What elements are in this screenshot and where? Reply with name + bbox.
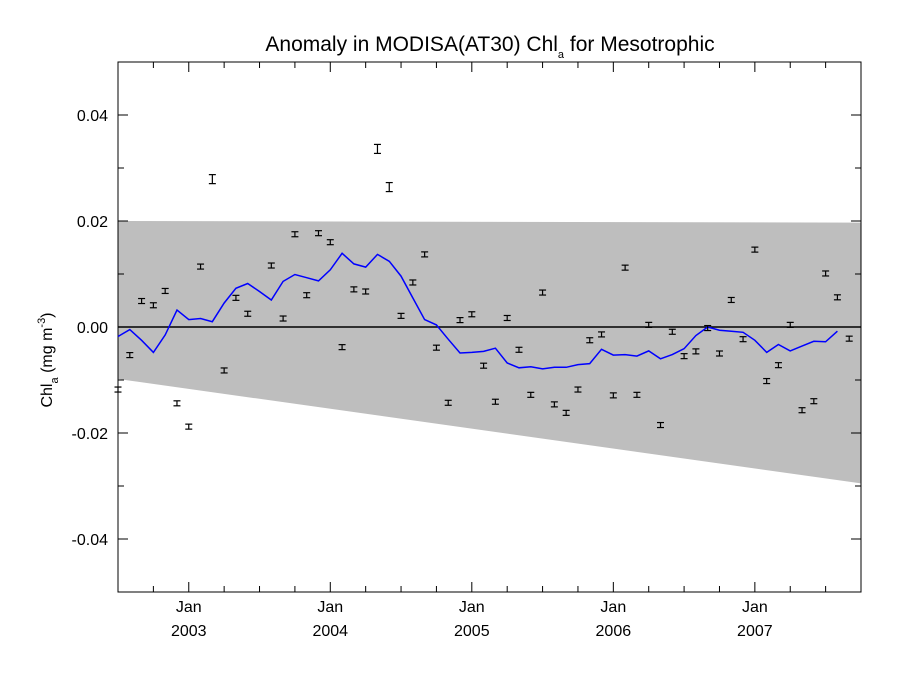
data-point [114,386,122,393]
x-tick-month-label: Jan [600,599,626,616]
y-axis-label-unit: (mg m [39,328,56,378]
x-tick-year-label: 2007 [737,623,773,640]
data-point [621,264,629,271]
x-tick-year-label: 2006 [596,623,632,640]
data-point [314,230,322,237]
chart-title-subscript: a [558,49,565,61]
data-point [727,296,735,304]
data-point [798,407,806,414]
axes-layer [117,61,862,593]
data-point [267,262,275,269]
data-point [291,231,299,238]
x-tick-month-label: Jan [459,599,485,616]
data-point [774,362,782,369]
data-point [409,279,417,286]
data-point [763,377,771,385]
y-axis-label-main: Chl [39,384,56,408]
data-point [173,400,181,407]
data-point [373,143,381,155]
data-point [810,398,818,405]
data-point [539,289,547,296]
data-point [668,328,676,335]
chart-title-main: Anomaly in MODISA(AT30) Chl [265,33,558,56]
data-point [208,174,216,185]
x-tick-month-label: Jan [742,599,768,616]
data-point [680,353,688,360]
data-point [480,362,488,369]
data-point [444,399,452,406]
data-point [468,311,476,318]
data-point [232,294,240,301]
data-point [609,392,617,399]
data-point [138,297,146,305]
data-point [220,367,228,374]
data-point [432,344,440,351]
smoothed-line-layer [117,252,838,370]
chart-title-suffix: for Mesotrophic [564,33,715,56]
data-point [751,246,759,253]
data-point [421,251,429,258]
data-point [279,315,287,322]
data-point [645,321,653,328]
y-axis-label-subscript: a [49,377,61,384]
data-point [491,398,499,405]
x-tick-month-label: Jan [317,599,343,616]
shaded-band-layer [118,221,861,484]
data-point [845,335,853,342]
y-tick-label: -0.04 [72,532,109,549]
data-point [657,421,665,429]
y-axis-label-close: ) [39,312,56,317]
y-axis-label-superscript: -3 [36,318,48,328]
data-point [704,324,712,332]
data-point [786,321,794,328]
tick-labels-layer: 0.04 0.02 0.00 -0.02 -0.04 Jan 2003 Jan 2004 Jan 2… [72,108,773,640]
data-point [338,344,346,351]
data-point [385,181,393,193]
y-tick-label: -0.02 [72,426,109,443]
y-tick-label: 0.02 [77,214,108,231]
y-axis-label: Chla (mg m-3) [36,312,61,407]
data-point [550,401,558,408]
data-point [244,310,252,317]
data-point [515,346,523,353]
data-point [185,423,193,430]
y-tick-label: 0.04 [77,108,108,125]
uncertainty-band [118,221,861,484]
x-tick-year-label: 2003 [171,623,207,640]
data-point [586,337,594,344]
y-tick-label: 0.00 [77,320,108,337]
data-point [715,350,723,357]
data-point [822,270,830,277]
data-point [326,239,334,246]
data-point [633,391,641,398]
data-point [456,317,464,324]
data-point [161,287,169,295]
data-point [126,351,134,359]
smoothed-series-line [117,252,838,370]
data-point [527,391,535,398]
data-point [149,302,157,309]
data-point [197,263,205,270]
data-point [350,286,358,293]
data-point [833,294,841,301]
x-tick-month-label: Jan [176,599,202,616]
data-point [574,386,582,393]
data-point [362,288,370,295]
data-points-layer [114,143,853,430]
x-tick-year-label: 2004 [312,623,348,640]
data-point [739,336,747,343]
data-point [503,314,511,322]
data-point [397,312,405,319]
data-point [692,348,700,355]
chart-title: Anomaly in MODISA(AT30) Chla for Mesotro… [265,33,714,61]
data-point [598,331,606,338]
data-point [303,292,311,299]
x-tick-year-label: 2005 [454,623,490,640]
data-point [562,409,570,416]
